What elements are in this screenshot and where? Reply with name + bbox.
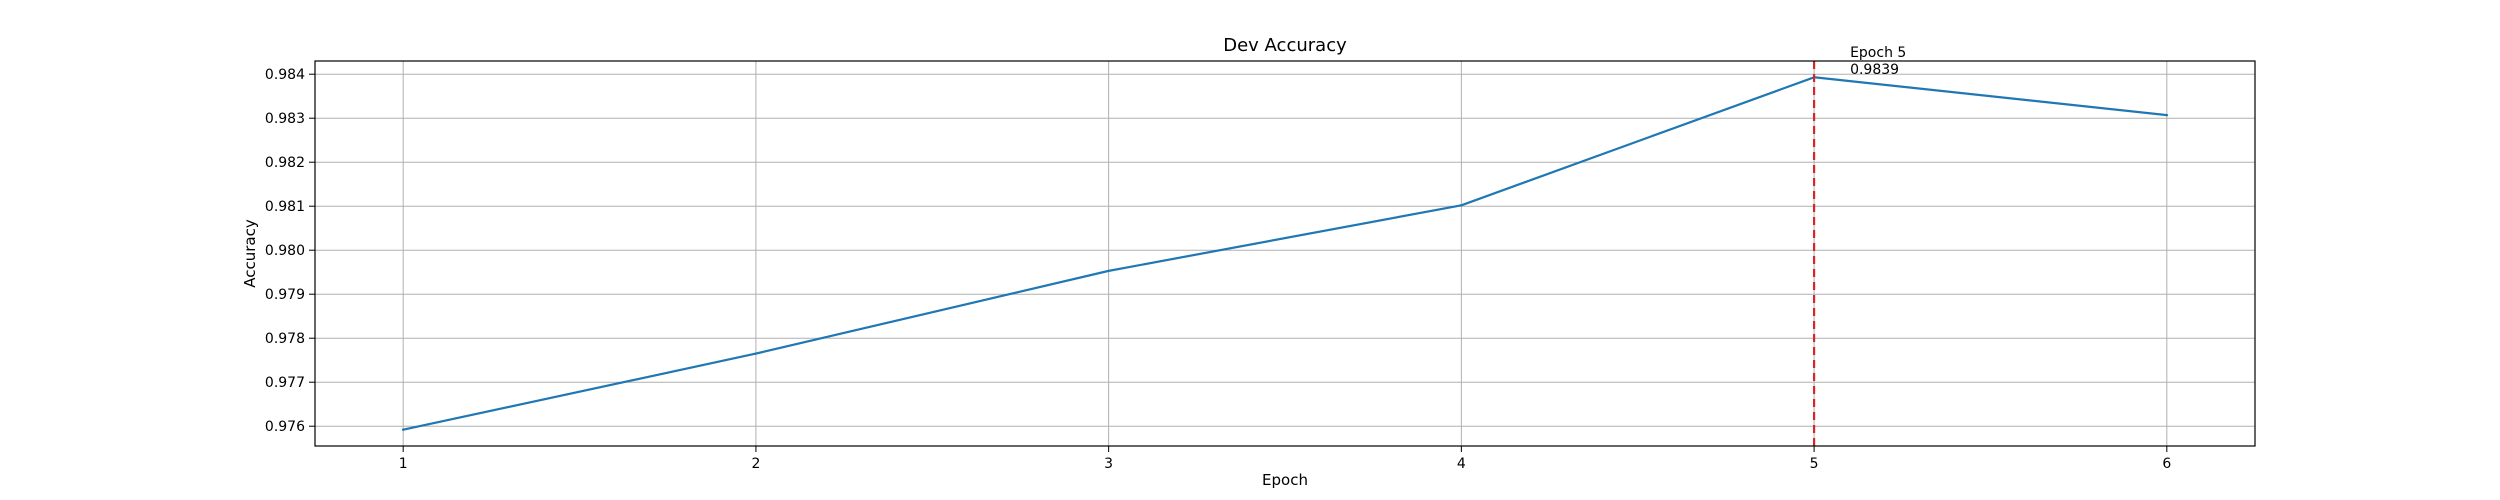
- y-axis-label: Accuracy: [241, 219, 259, 288]
- data-point: [401, 428, 405, 431]
- grid-lines: [315, 61, 2255, 446]
- plot-frame: [314, 60, 2256, 447]
- chart-title: Dev Accuracy: [1223, 35, 1347, 56]
- y-tick-label: 0.979: [265, 287, 305, 303]
- x-tick-label: 5: [1810, 456, 1819, 472]
- y-tick-label: 0.976: [265, 419, 305, 435]
- x-tick-label: 2: [751, 456, 760, 472]
- data-point: [2165, 113, 2169, 117]
- series-layer: [401, 76, 2169, 431]
- y-tick-label: 0.984: [265, 67, 305, 83]
- annotation-value: 0.9839: [1850, 62, 1899, 78]
- x-tick-label: 3: [1104, 456, 1113, 472]
- y-tick-label: 0.981: [265, 199, 305, 215]
- annotation-epoch: Epoch 5: [1850, 45, 1906, 61]
- x-tick-label: 1: [399, 456, 408, 472]
- series-line: [402, 76, 2168, 431]
- y-tick-label: 0.980: [265, 243, 305, 259]
- x-tick-label: 6: [2162, 456, 2171, 472]
- ticks-layer: 1 2 3 4 5 6 0.976 0.977 0.978 0.979 0.980 0.981 0.98…: [265, 67, 2171, 472]
- y-tick-label: 0.983: [265, 111, 305, 127]
- y-tick-label: 0.978: [265, 331, 305, 347]
- data-point: [1107, 269, 1110, 273]
- data-point: [754, 352, 758, 355]
- y-tick-label: 0.977: [265, 375, 305, 391]
- data-point: [1460, 204, 1463, 207]
- x-tick-label: 4: [1457, 456, 1466, 472]
- y-tick-label: 0.982: [265, 155, 305, 171]
- x-axis-label: Epoch: [1262, 471, 1308, 489]
